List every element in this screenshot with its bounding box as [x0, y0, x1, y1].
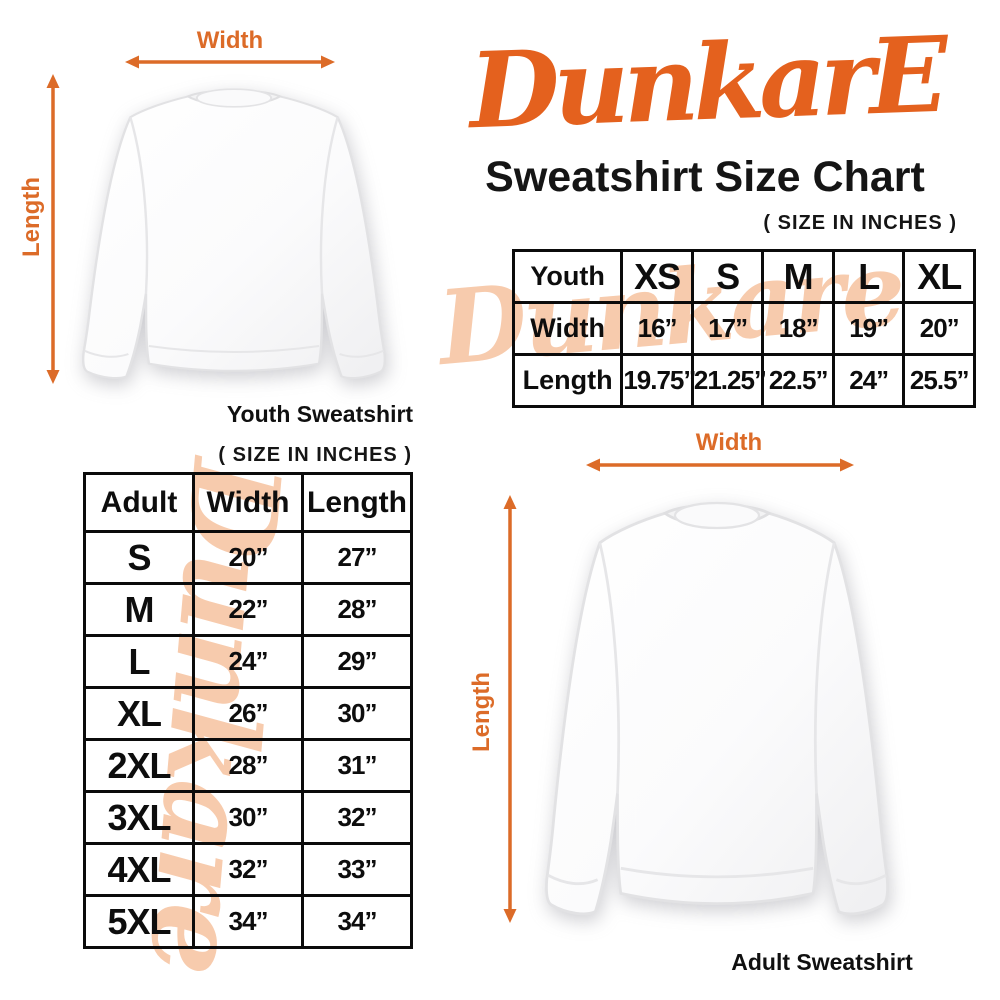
adult-size-table: Adult Width Length S 20” 27” M 22” 28” L 24” 29” XL 2… [83, 472, 413, 949]
adult-measurement-cell: 31” [301, 738, 413, 793]
youth-measurement-cell: 22.5” [761, 353, 835, 408]
youth-table-corner-label: Youth [511, 249, 624, 304]
youth-size-header: XL [902, 249, 976, 304]
youth-measurement-cell: 25.5” [902, 353, 976, 408]
youth-size-header: M [761, 249, 835, 304]
youth-measurement-cell: 19” [831, 301, 906, 356]
youth-measurement-cell: 16” [620, 301, 694, 356]
youth-row-label: Length [511, 353, 624, 408]
adult-length-label: Length [468, 672, 495, 752]
youth-size-header: L [831, 249, 906, 304]
youth-width-arrow-icon [124, 53, 336, 71]
youth-size-table: Youth XS S M L XL Width 16” 17” 18” 19” 20” Length 19… [511, 249, 976, 408]
youth-length-arrow-icon [44, 73, 62, 385]
youth-measurement-cell: 21.25” [690, 353, 767, 408]
adult-measurement-cell: 30” [301, 686, 413, 741]
page-title: Sweatshirt Size Chart [485, 153, 925, 201]
adult-width-label: Width [695, 429, 763, 456]
adult-measurement-cell: 20” [192, 530, 304, 585]
youth-width-label: Width [196, 27, 264, 54]
youth-row-label: Width [511, 301, 624, 356]
youth-measurement-cell: 17” [690, 301, 765, 356]
youth-size-header: S [690, 249, 765, 304]
adult-table-header: Width [192, 472, 304, 533]
adult-unit-note: ( SIZE IN INCHES ) [218, 444, 412, 466]
adult-size-label: 4XL [83, 842, 195, 897]
adult-size-label: 2XL [83, 738, 195, 793]
adult-measurement-cell: 32” [301, 790, 413, 845]
adult-width-arrow-icon [585, 456, 855, 474]
youth-measurement-cell: 19.75” [620, 353, 696, 408]
adult-size-label: S [83, 530, 195, 585]
adult-size-label: 3XL [83, 790, 195, 845]
adult-measurement-cell: 30” [192, 790, 304, 845]
youth-measurement-cell: 18” [761, 301, 835, 356]
adult-measurement-cell: 34” [301, 894, 413, 949]
youth-unit-note: ( SIZE IN INCHES ) [763, 212, 957, 234]
adult-measurement-cell: 26” [192, 686, 304, 741]
adult-table-header: Adult [83, 472, 195, 533]
youth-sweatshirt-caption: Youth Sweatshirt [226, 401, 414, 427]
youth-sweatshirt-image [58, 66, 410, 402]
adult-measurement-cell: 33” [301, 842, 413, 897]
adult-size-label: L [83, 634, 195, 689]
adult-measurement-cell: 29” [301, 634, 413, 689]
adult-measurement-cell: 28” [301, 582, 413, 637]
adult-measurement-cell: 32” [192, 842, 304, 897]
adult-measurement-cell: 34” [192, 894, 304, 949]
adult-size-label: 5XL [83, 894, 195, 949]
adult-sweatshirt-caption: Adult Sweatshirt [731, 949, 913, 975]
youth-measurement-cell: 24” [831, 353, 906, 408]
youth-size-header: XS [620, 249, 694, 304]
dunkare-logo: DunkarE [467, 12, 945, 153]
adult-measurement-cell: 27” [301, 530, 413, 585]
adult-size-label: M [83, 582, 195, 637]
adult-measurement-cell: 24” [192, 634, 304, 689]
adult-sweatshirt-image [518, 470, 916, 948]
youth-measurement-cell: 20” [902, 301, 976, 356]
adult-measurement-cell: 22” [192, 582, 304, 637]
adult-measurement-cell: 28” [192, 738, 304, 793]
adult-length-arrow-icon [501, 494, 519, 924]
adult-table-header: Length [301, 472, 413, 533]
adult-size-label: XL [83, 686, 195, 741]
